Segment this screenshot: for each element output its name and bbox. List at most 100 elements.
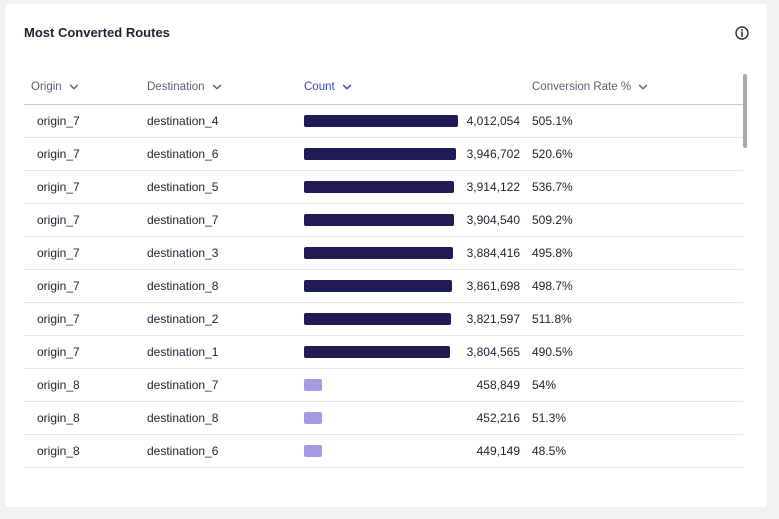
count-bar [304, 148, 456, 160]
count-cell-content: 3,946,702 [304, 147, 520, 161]
table-row[interactable]: origin_8 destination_7 458,849 54% [24, 368, 743, 402]
column-header-destination[interactable]: Destination [147, 70, 304, 105]
count-bar-track [304, 115, 464, 127]
count-bar-track [304, 313, 464, 325]
cell-count: 3,884,416 [304, 236, 532, 270]
count-value: 3,804,565 [466, 345, 520, 359]
table-row[interactable]: origin_7 destination_4 4,012,054 505.1% [24, 104, 743, 138]
count-value: 3,946,702 [466, 147, 520, 161]
count-value: 458,849 [476, 378, 520, 392]
cell-origin: origin_7 [24, 170, 147, 204]
count-bar [304, 247, 454, 259]
count-bar [304, 214, 454, 226]
routes-table-body: origin_7 destination_4 4,012,054 505.1% orig… [24, 104, 743, 468]
table-row[interactable]: origin_7 destination_2 3,821,597 511.8% [24, 302, 743, 336]
count-bar-track [304, 214, 464, 226]
cell-conversion-rate: 48.5% [532, 434, 743, 468]
count-cell-content: 458,849 [304, 378, 520, 392]
table-row[interactable]: origin_7 destination_1 3,804,565 490.5% [24, 335, 743, 369]
count-bar [304, 412, 322, 424]
cell-destination: destination_4 [147, 104, 304, 138]
count-bar [304, 280, 453, 292]
cell-count: 449,149 [304, 434, 532, 468]
cell-count: 4,012,054 [304, 104, 532, 138]
count-bar-track [304, 181, 464, 193]
cell-conversion-rate: 511.8% [532, 302, 743, 336]
count-bar-track [304, 379, 464, 391]
count-cell-content: 3,804,565 [304, 345, 520, 359]
column-header-conversion-rate[interactable]: Conversion Rate % [532, 70, 743, 105]
column-header-count[interactable]: Count [304, 70, 532, 105]
routes-table-container[interactable]: Origin Destination Count [24, 70, 744, 468]
count-value: 3,914,122 [466, 180, 520, 194]
cell-origin: origin_7 [24, 302, 147, 336]
table-header-row: Origin Destination Count [24, 70, 743, 105]
cell-conversion-rate: 520.6% [532, 137, 743, 171]
count-bar [304, 346, 450, 358]
column-header-origin[interactable]: Origin [24, 70, 147, 105]
count-value: 4,012,054 [466, 114, 520, 128]
count-bar-track [304, 280, 464, 292]
cell-destination: destination_6 [147, 434, 304, 468]
cell-count: 3,804,565 [304, 335, 532, 369]
column-header-label: Destination [147, 81, 205, 93]
chevron-down-icon[interactable] [637, 81, 649, 93]
chevron-down-icon[interactable] [68, 81, 80, 93]
cell-conversion-rate: 509.2% [532, 203, 743, 237]
count-value: 452,216 [476, 411, 520, 425]
count-value: 3,884,416 [466, 246, 520, 260]
cell-origin: origin_7 [24, 203, 147, 237]
cell-conversion-rate: 505.1% [532, 104, 743, 138]
table-row[interactable]: origin_7 destination_8 3,861,698 498.7% [24, 269, 743, 303]
cell-origin: origin_7 [24, 269, 147, 303]
cell-origin: origin_8 [24, 434, 147, 468]
cell-destination: destination_8 [147, 401, 304, 435]
cell-count: 458,849 [304, 368, 532, 402]
count-bar [304, 181, 455, 193]
cell-origin: origin_7 [24, 137, 147, 171]
column-header-label: Conversion Rate % [532, 81, 632, 93]
table-row[interactable]: origin_7 destination_5 3,914,122 536.7% [24, 170, 743, 204]
count-bar [304, 379, 322, 391]
count-bar-track [304, 346, 464, 358]
info-icon[interactable] [734, 25, 750, 41]
cell-origin: origin_8 [24, 368, 147, 402]
chevron-down-icon[interactable] [341, 81, 353, 93]
column-header-label: Origin [31, 81, 62, 93]
count-cell-content: 3,861,698 [304, 279, 520, 293]
cell-conversion-rate: 536.7% [532, 170, 743, 204]
chevron-down-icon[interactable] [211, 81, 223, 93]
count-value: 449,149 [476, 444, 520, 458]
table-row[interactable]: origin_8 destination_6 449,149 48.5% [24, 434, 743, 468]
table-row[interactable]: origin_8 destination_8 452,216 51.3% [24, 401, 743, 435]
cell-destination: destination_2 [147, 302, 304, 336]
cell-count: 3,821,597 [304, 302, 532, 336]
count-cell-content: 452,216 [304, 411, 520, 425]
cell-destination: destination_6 [147, 137, 304, 171]
count-bar-track [304, 412, 464, 424]
cell-count: 3,946,702 [304, 137, 532, 171]
routes-table: Origin Destination Count [24, 70, 743, 468]
cell-destination: destination_5 [147, 170, 304, 204]
cell-destination: destination_1 [147, 335, 304, 369]
cell-origin: origin_7 [24, 236, 147, 270]
cell-count: 3,904,540 [304, 203, 532, 237]
cell-origin: origin_7 [24, 104, 147, 138]
cell-count: 452,216 [304, 401, 532, 435]
table-row[interactable]: origin_7 destination_3 3,884,416 495.8% [24, 236, 743, 270]
count-cell-content: 3,914,122 [304, 180, 520, 194]
table-row[interactable]: origin_7 destination_7 3,904,540 509.2% [24, 203, 743, 237]
cell-count: 3,914,122 [304, 170, 532, 204]
count-bar [304, 115, 458, 127]
cell-conversion-rate: 54% [532, 368, 743, 402]
vertical-scrollbar[interactable] [743, 74, 747, 148]
cell-destination: destination_8 [147, 269, 304, 303]
cell-conversion-rate: 490.5% [532, 335, 743, 369]
count-bar [304, 445, 322, 457]
cell-conversion-rate: 51.3% [532, 401, 743, 435]
cell-destination: destination_7 [147, 203, 304, 237]
table-row[interactable]: origin_7 destination_6 3,946,702 520.6% [24, 137, 743, 171]
count-value: 3,821,597 [466, 312, 520, 326]
count-bar-track [304, 148, 464, 160]
count-bar-track [304, 247, 464, 259]
